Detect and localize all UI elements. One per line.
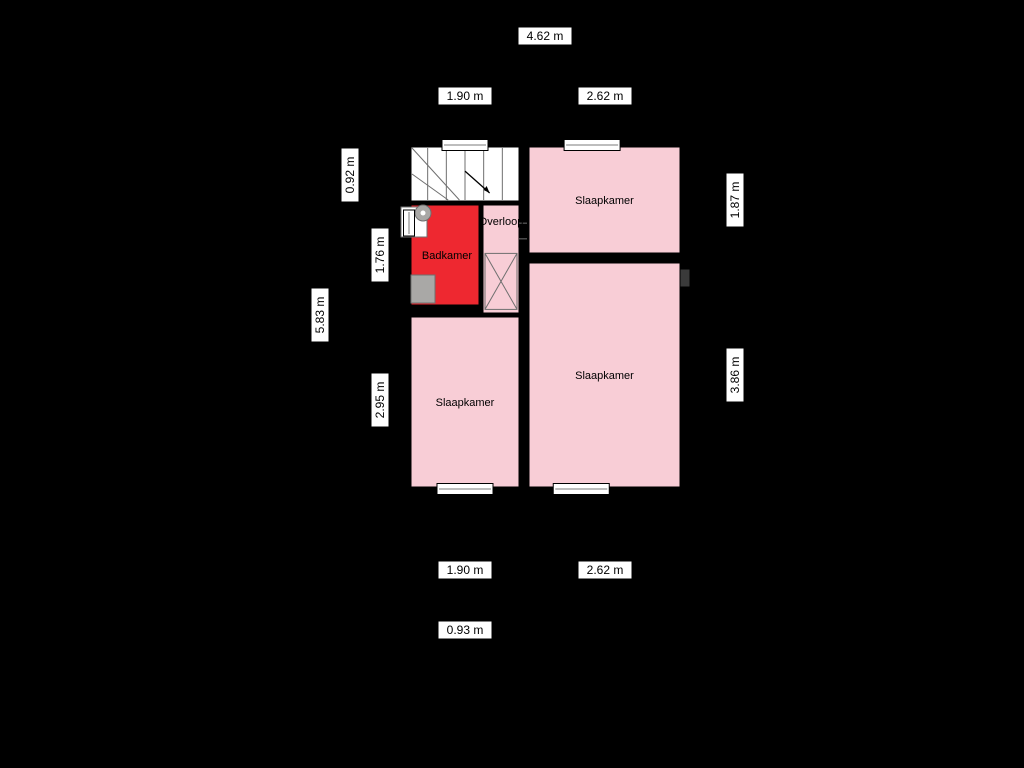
dim-left_583: 5.83 m [311, 284, 329, 346]
window-bed-bl-bottom [437, 484, 493, 495]
label-landing: Overloop [479, 216, 524, 228]
dim-top_total: 4.62 m [514, 27, 576, 45]
dim-right_386: 3.86 m [726, 344, 744, 406]
dim-text-bottom_left: 1.90 m [447, 563, 484, 577]
dim-left_092: 0.92 m [341, 144, 359, 206]
window-bed-br-bottom [553, 484, 609, 495]
label-bathroom: Badkamer [422, 250, 472, 262]
window-stair-top [442, 140, 488, 151]
dim-text-bottom_093: 0.93 m [447, 623, 484, 637]
window-bathroom-left [404, 210, 415, 236]
dim-bottom_right: 2.62 m [574, 561, 636, 579]
floorplan: Slaapkamer Slaapkamer Slaapkamer Badkamer Ov… [401, 140, 690, 495]
dim-text-right_187: 1.87 m [728, 182, 742, 219]
dim-text-left_583: 5.83 m [313, 297, 327, 334]
dim-text-left_295: 2.95 m [373, 382, 387, 419]
dim-text-right_386: 3.86 m [728, 357, 742, 394]
wall-niche-right [680, 269, 690, 287]
dim-bottom_left: 1.90 m [434, 561, 496, 579]
dim-top_right: 2.62 m [574, 87, 636, 105]
dim-top_left: 1.90 m [434, 87, 496, 105]
dim-text-left_176: 1.76 m [373, 237, 387, 274]
label-bedroom-bl: Slaapkamer [436, 397, 495, 409]
dim-text-left_092: 0.92 m [343, 157, 357, 194]
window-bed-tr-top [564, 140, 620, 151]
dim-text-bottom_right: 2.62 m [587, 563, 624, 577]
label-bedroom-tr: Slaapkamer [575, 195, 634, 207]
dim-left_295: 2.95 m [371, 369, 389, 431]
dim-right_187: 1.87 m [726, 169, 744, 231]
dim-text-top_left: 1.90 m [447, 89, 484, 103]
dim-left_176: 1.76 m [371, 224, 389, 286]
label-bedroom-br: Slaapkamer [575, 370, 634, 382]
dim-bottom_093: 0.93 m [434, 621, 496, 639]
dim-text-top_right: 2.62 m [587, 89, 624, 103]
dim-text-top_total: 4.62 m [527, 29, 564, 43]
